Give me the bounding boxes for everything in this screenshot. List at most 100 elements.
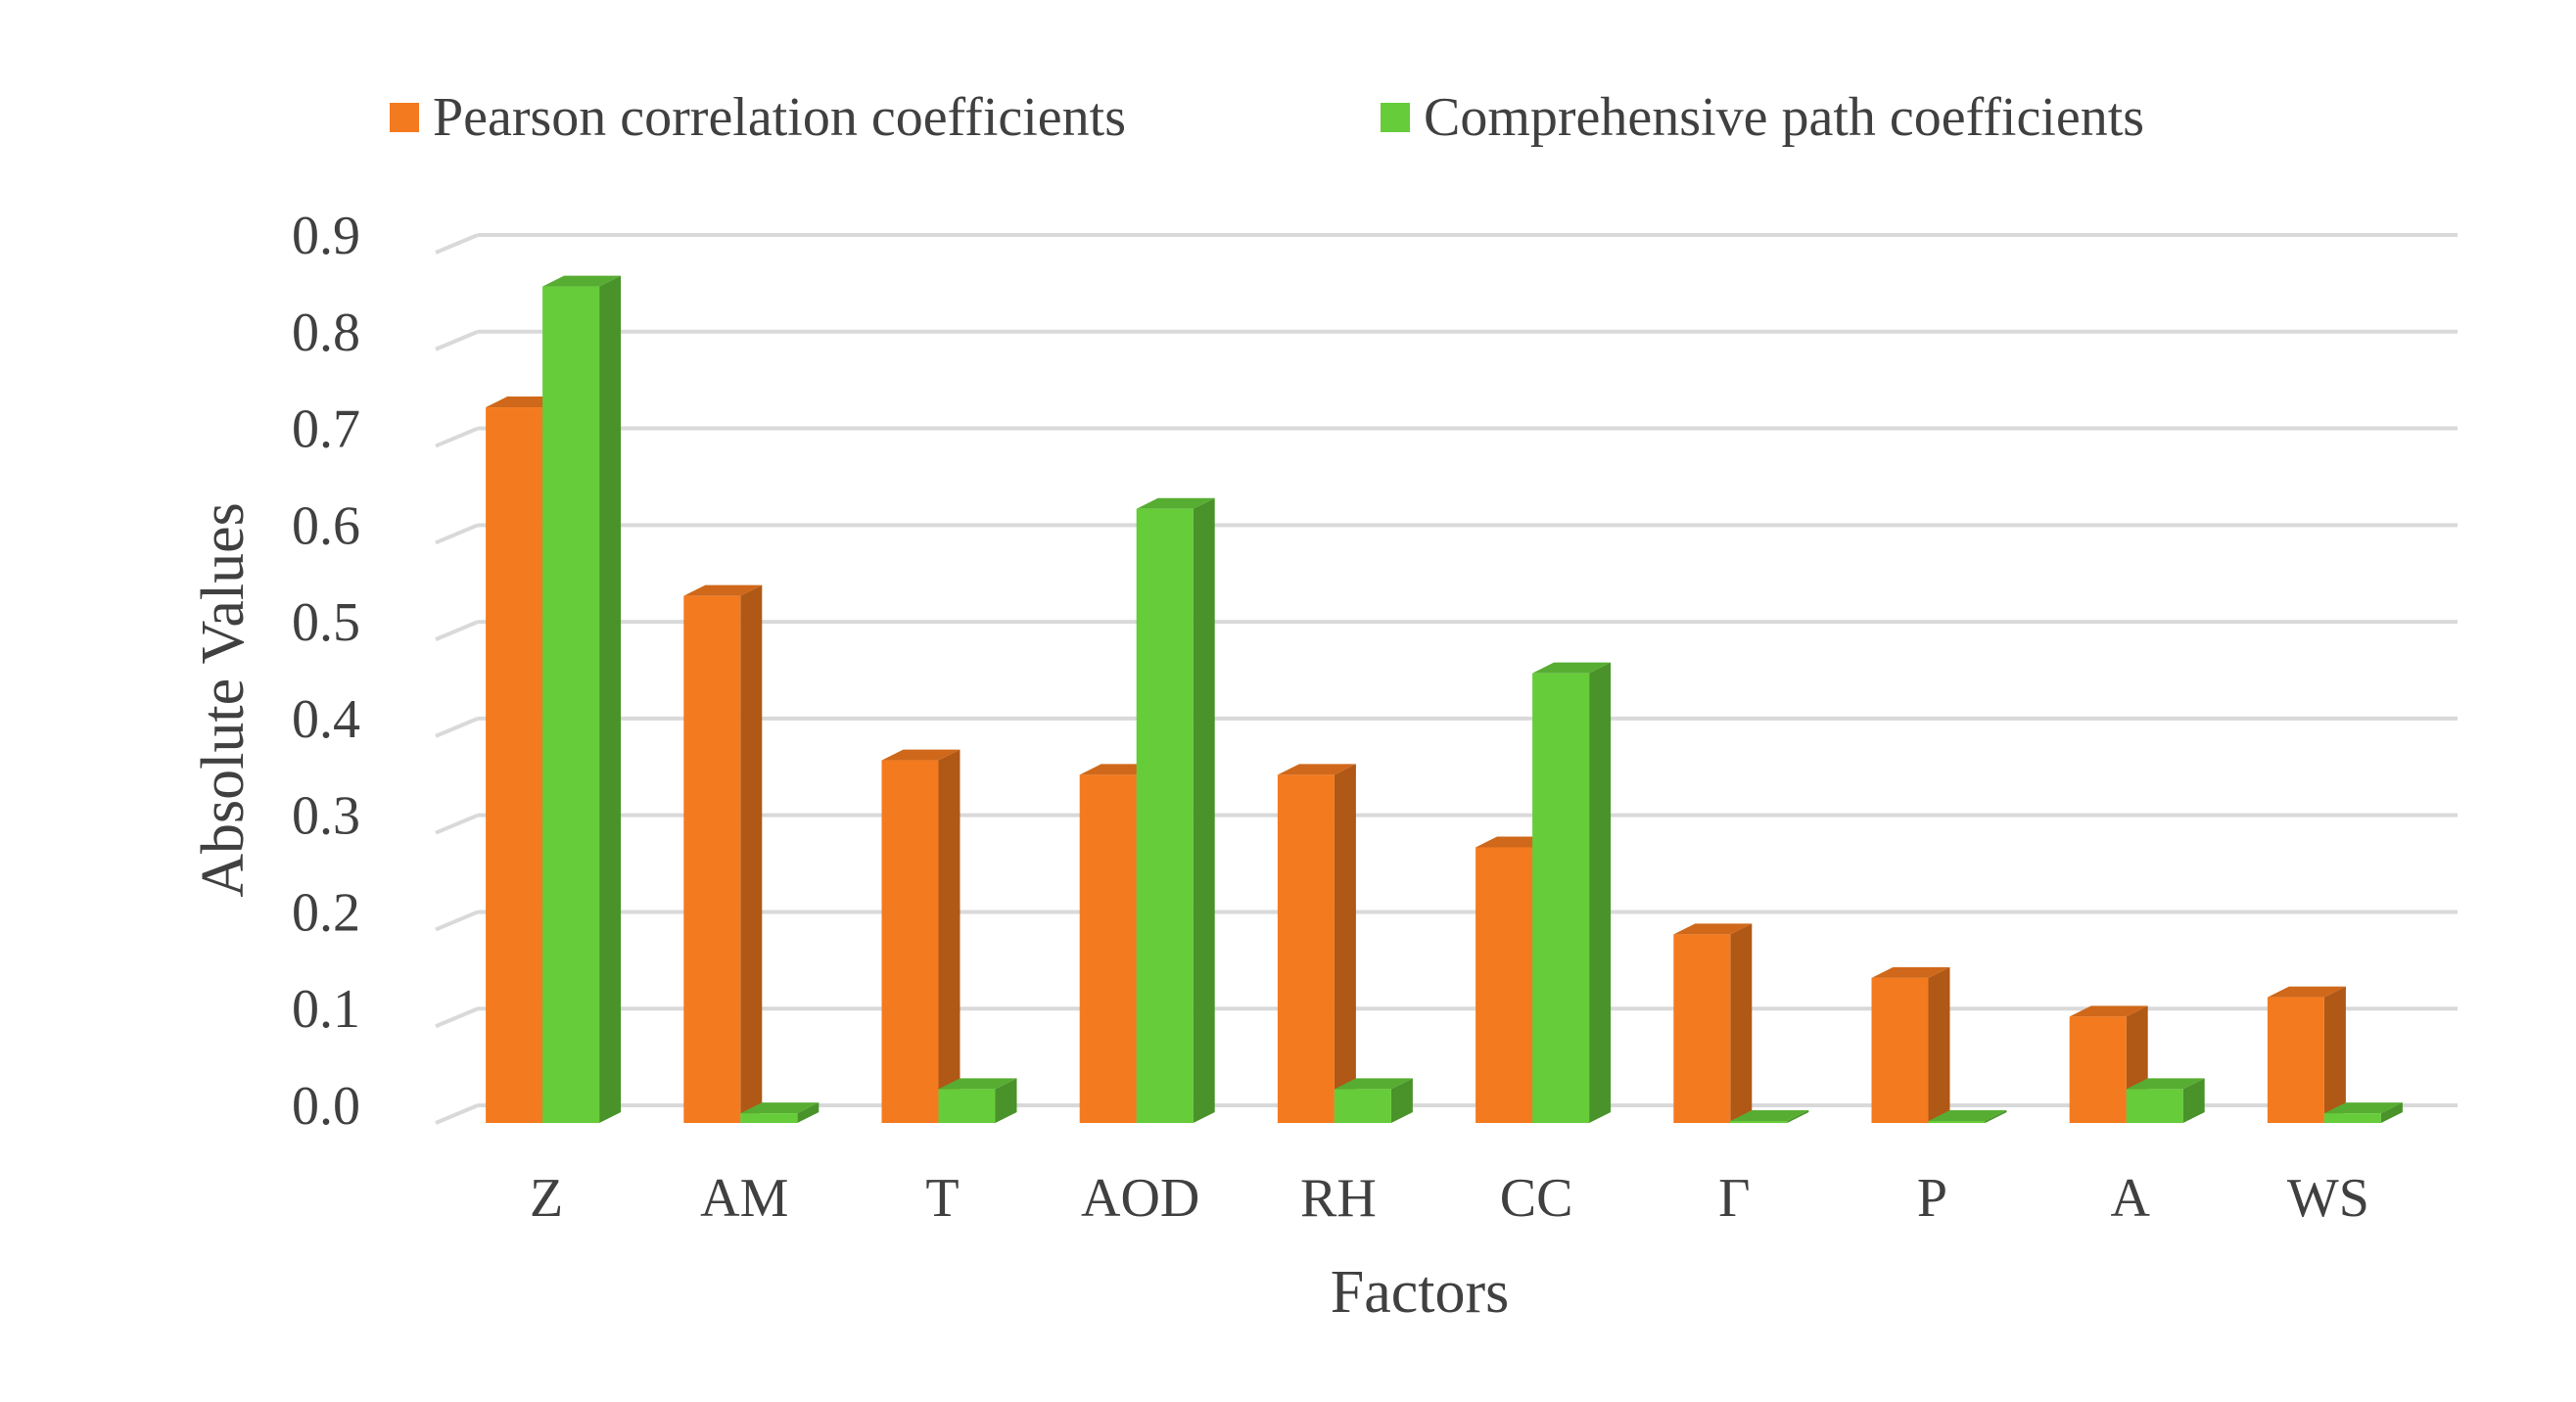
gridline-depth (435, 813, 479, 835)
x-axis-ticks: Z AM T AOD RH CC Γ P A WS (530, 1168, 2369, 1229)
x-tick-label: AOD (1081, 1168, 1199, 1229)
bar-top (1730, 1110, 1809, 1122)
gridline-depth (435, 523, 479, 545)
bar-side (995, 1078, 1017, 1123)
bar-top (2126, 1078, 2205, 1090)
y-tick-label: 0.6 (292, 495, 360, 556)
y-tick-label: 0.7 (292, 399, 360, 460)
x-tick-label: T (925, 1168, 959, 1229)
bar-side (1390, 1078, 1413, 1123)
bar-top (2069, 1005, 2148, 1017)
y-tick-label: 0.1 (292, 979, 360, 1040)
bar-top (2323, 1102, 2403, 1114)
bar-top (1928, 1110, 2007, 1122)
gridline-depth (435, 910, 479, 932)
x-tick-label: WS (2287, 1168, 2369, 1229)
y-tick-label: 0.8 (292, 303, 360, 363)
legend-label-pearson: Pearson correlation coefficients (433, 87, 1126, 148)
bar-path-AM (740, 1102, 820, 1123)
bar-side (797, 1102, 820, 1123)
bar-front (1928, 1121, 1986, 1123)
bar-top (683, 584, 763, 596)
legend-swatch-pearson (390, 103, 419, 132)
bar-side (1787, 1110, 1809, 1123)
bar-top (740, 1102, 820, 1114)
x-tick-label: A (2110, 1168, 2150, 1229)
y-tick-label: 0.9 (292, 206, 360, 266)
bar-front (1277, 774, 1335, 1123)
y-axis-label: Absolute Values (190, 502, 257, 898)
gridline-depth (435, 233, 479, 255)
y-tick-label: 0.4 (292, 689, 360, 750)
bar-side (1985, 1110, 2007, 1123)
bar-front (1673, 934, 1731, 1123)
bar-pearson-WS (2267, 986, 2346, 1123)
bar-top (1673, 923, 1753, 935)
x-tick-label: P (1917, 1168, 1947, 1229)
bar-top (1277, 764, 1356, 775)
bar-top (1334, 1078, 1413, 1090)
bar-side (2380, 1102, 2403, 1123)
bar-path-T (938, 1078, 1017, 1123)
bar-side (2182, 1078, 2205, 1123)
bar-front (1136, 508, 1194, 1123)
gridlines (435, 233, 2458, 1125)
y-axis-ticks: 0.0 0.1 0.2 0.3 0.4 0.5 0.6 0.7 0.8 0.9 (292, 206, 360, 1137)
x-tick-label: AM (700, 1168, 788, 1229)
y-tick-label: 0.5 (292, 592, 360, 653)
bar-pearson-Γ (1673, 923, 1753, 1123)
bar-top (938, 1078, 1017, 1090)
bar-front (1079, 774, 1137, 1123)
bar-front (1334, 1089, 1391, 1123)
legend-swatch-path (1381, 103, 1410, 132)
bar-pearson-T (881, 749, 960, 1123)
x-tick-label: Γ (1718, 1168, 1750, 1229)
gridline-depth (435, 426, 479, 448)
bar-path-A (2126, 1078, 2205, 1123)
bar-top (542, 275, 622, 287)
x-tick-label: RH (1300, 1168, 1377, 1229)
bar-front (1730, 1121, 1788, 1123)
gridline-depth (435, 717, 479, 738)
bar-front (1532, 673, 1590, 1123)
legend-label-path: Comprehensive path coefficients (1424, 87, 2144, 148)
gridline-depth (435, 329, 479, 351)
bar-front (2267, 997, 2324, 1123)
y-tick-label: 0.2 (292, 882, 360, 943)
gridline-depth (435, 1103, 479, 1125)
bar-side (2323, 986, 2346, 1123)
bar-path-WS (2323, 1102, 2403, 1123)
bar-side (1928, 966, 1950, 1123)
bar-top (1532, 662, 1612, 674)
bar-front (881, 760, 939, 1123)
bar-pearson-A (2069, 1005, 2148, 1123)
bar-path-RH (1334, 1078, 1413, 1123)
y-tick-label: 0.3 (292, 786, 360, 847)
gridline-depth (435, 1006, 479, 1029)
bar-path-Z (542, 275, 622, 1123)
bar-top (881, 749, 960, 761)
bar-front (542, 286, 600, 1123)
bars (486, 275, 2403, 1123)
y-tick-label: 0.0 (292, 1076, 360, 1137)
bar-front (486, 407, 543, 1123)
bar-path-P (1928, 1110, 2007, 1123)
bar-side (740, 584, 763, 1123)
gridline-depth (435, 620, 479, 641)
bar-front (2126, 1089, 2183, 1123)
bar-side (1730, 923, 1753, 1123)
bar-side (1589, 662, 1612, 1123)
bar-front (1871, 977, 1929, 1123)
bar-front (2323, 1113, 2381, 1123)
legend: Pearson correlation coefficients Compreh… (390, 87, 2144, 148)
bar-pearson-AM (683, 584, 763, 1123)
x-tick-label: Z (530, 1168, 563, 1229)
bar-side (1193, 497, 1215, 1123)
x-axis-label: Factors (1331, 1259, 1510, 1326)
x-tick-label: CC (1500, 1168, 1573, 1229)
bar-path-AOD (1136, 497, 1215, 1123)
bar-front (740, 1113, 798, 1123)
bar-front (938, 1089, 996, 1123)
